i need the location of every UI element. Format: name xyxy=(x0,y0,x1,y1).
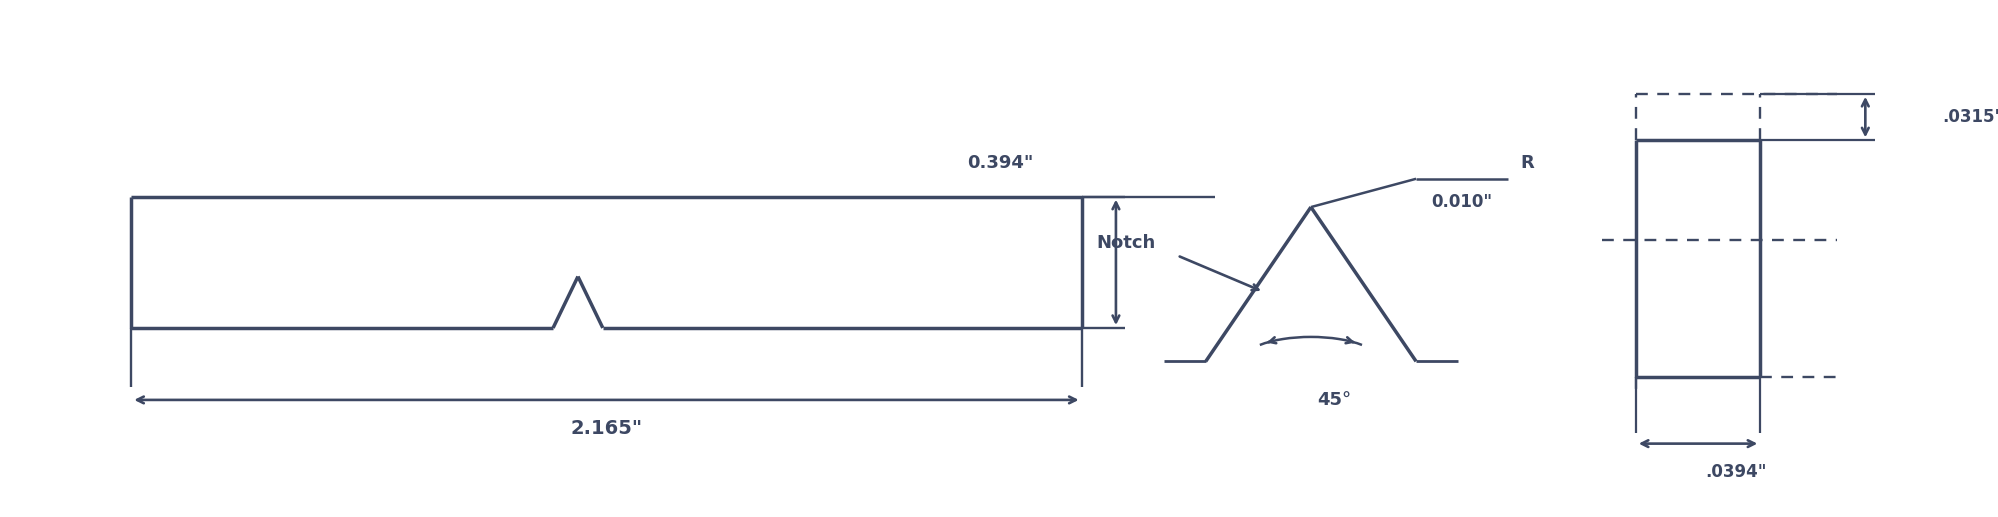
Text: 2.165": 2.165" xyxy=(569,419,641,438)
Text: .0315": .0315" xyxy=(1940,108,1998,126)
Text: 0.394": 0.394" xyxy=(967,155,1033,172)
Text: .0394": .0394" xyxy=(1704,463,1766,481)
Text: 45°: 45° xyxy=(1317,391,1351,409)
Text: 0.010": 0.010" xyxy=(1431,193,1493,211)
Text: Notch: Notch xyxy=(1097,234,1155,252)
Text: R: R xyxy=(1518,155,1532,172)
